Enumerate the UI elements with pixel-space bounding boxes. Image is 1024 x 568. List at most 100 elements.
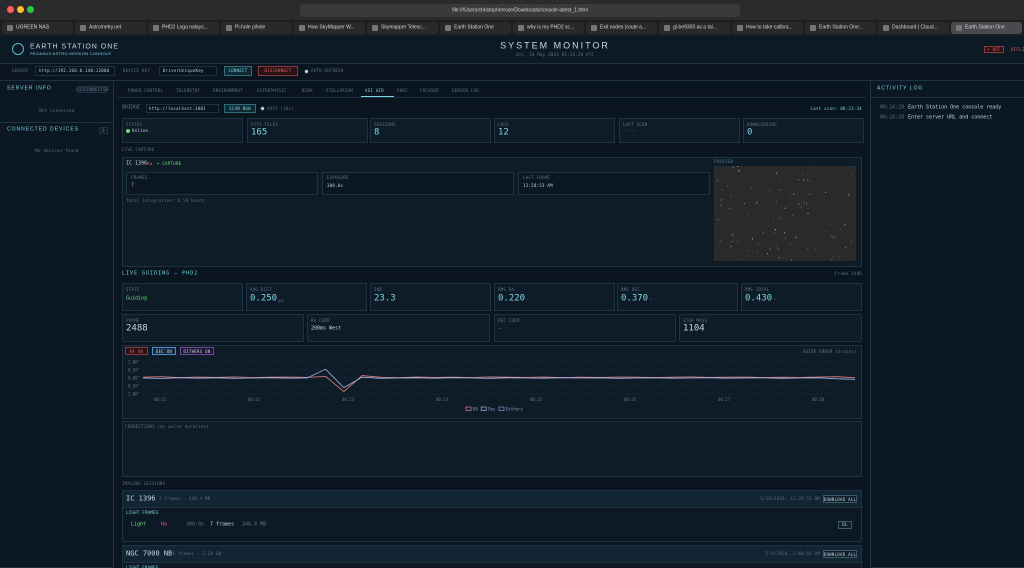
chart-toggle[interactable]	[125, 347, 148, 355]
bridge-input[interactable]	[146, 104, 219, 113]
toggle-label[interactable]: DEC ON	[155, 348, 173, 354]
star	[768, 189, 770, 191]
browser-tab[interactable]	[951, 22, 1022, 34]
disconnect-label[interactable]: DISCONNECT	[264, 68, 292, 73]
server-url[interactable]: http://192.168.0.140:12000	[39, 68, 110, 73]
tab-title[interactable]: Pi-hole pihole	[235, 24, 266, 31]
window-button[interactable]	[7, 6, 14, 13]
nav-tab[interactable]: TELEMETRY	[176, 88, 201, 93]
tab-favicon	[810, 25, 816, 31]
star	[772, 217, 775, 219]
star	[826, 178, 827, 180]
browser-tab[interactable]	[294, 22, 365, 34]
star	[719, 240, 721, 242]
log-message: Enter server URL and connect	[908, 114, 993, 121]
auto-radio[interactable]	[260, 106, 265, 111]
dl-label[interactable]: DL	[842, 522, 848, 527]
star	[839, 255, 841, 257]
star	[770, 191, 771, 193]
nav-tab[interactable]: POWER CONTROL	[128, 88, 164, 93]
star	[808, 180, 810, 182]
status-button[interactable]	[984, 46, 1004, 53]
star	[749, 210, 751, 212]
toggle-label[interactable]: RA ON	[129, 348, 144, 354]
activity-panel	[870, 81, 1024, 568]
star	[778, 257, 780, 259]
browser-tab[interactable]	[2, 22, 73, 34]
capture-label: FRAMES	[131, 175, 148, 180]
guide-value: 0.220	[498, 293, 526, 304]
toggle-label[interactable]: DITHERS ON	[183, 348, 211, 354]
nav-tab[interactable]: ENVIRONMENT	[213, 88, 243, 93]
tab-title[interactable]: UGREEN NAS	[16, 24, 50, 31]
chart-toggle[interactable]	[152, 347, 176, 355]
star	[813, 167, 815, 168]
nav-tab[interactable]: NINA	[302, 88, 313, 93]
x-tick-label: 00:21	[154, 397, 167, 402]
browser-tab[interactable]	[878, 22, 949, 34]
tab-title[interactable]: Dashboard | Claud...	[892, 24, 938, 31]
browser-tab[interactable]	[440, 22, 511, 34]
window-button[interactable]	[27, 6, 34, 13]
star	[729, 196, 731, 198]
chart-toggle[interactable]	[180, 347, 214, 355]
nav-tab[interactable]: ASI AIR	[365, 88, 384, 93]
download-label[interactable]: DOWNLOAD ALL	[823, 496, 857, 502]
x-tick-label: 00:23	[342, 397, 355, 402]
key-input[interactable]	[159, 66, 217, 76]
nav-tab[interactable]: STELLARIUM	[326, 88, 354, 93]
guide-value: 0.430	[745, 293, 773, 304]
connect-label[interactable]: CONNECT	[228, 68, 248, 73]
dl-button[interactable]	[838, 521, 852, 529]
device-key[interactable]: DriverUniqueKey	[163, 68, 204, 73]
bridge-url[interactable]: http://localhost:3001	[149, 105, 206, 111]
browser-tab[interactable]	[75, 22, 146, 34]
browser-tab[interactable]	[367, 22, 438, 34]
log-time: 00:24:28	[880, 114, 905, 121]
tab-title[interactable]: Earth Station One...	[819, 24, 863, 31]
scan-label[interactable]: SCAN NOW	[229, 105, 251, 111]
nav-tab[interactable]: SERVER LOG	[452, 88, 480, 93]
nav-tab[interactable]: FOCUSER	[420, 88, 439, 93]
tab-title[interactable]: How to take calibra...	[746, 24, 793, 31]
star	[716, 194, 718, 196]
nav-tab[interactable]: ASTROPHYSIC	[257, 88, 287, 93]
nav-tab[interactable]: PHD2	[397, 88, 408, 93]
download-button[interactable]	[823, 495, 857, 503]
tab-title[interactable]: why is my PHD2 sc...	[527, 24, 575, 31]
auto-refresh-radio[interactable]	[304, 69, 309, 74]
browser-tab[interactable]	[659, 22, 730, 34]
star	[817, 212, 819, 214]
tab-title[interactable]: Earth Station One	[454, 24, 494, 31]
tab-title[interactable]: Earth Station One	[965, 24, 1005, 31]
browser-tab[interactable]	[513, 22, 584, 34]
tab-favicon	[299, 25, 305, 31]
browser-tab[interactable]	[148, 22, 219, 34]
download-label[interactable]: DOWNLOAD ALL	[823, 551, 857, 557]
window-button[interactable]	[17, 6, 24, 13]
tab-title[interactable]: Astrometry.net	[89, 24, 122, 31]
browser-tab[interactable]	[221, 22, 292, 34]
tab-title[interactable]: gl-be9300 as a tai...	[673, 24, 717, 31]
address-bar[interactable]	[300, 4, 740, 17]
tab-title[interactable]: PHD2 Loga nalays...	[162, 24, 208, 31]
star	[831, 258, 833, 261]
server-input[interactable]	[35, 66, 115, 76]
browser-tab[interactable]	[805, 22, 876, 34]
star	[762, 225, 764, 227]
browser-tab[interactable]	[732, 22, 803, 34]
download-button[interactable]	[823, 550, 857, 558]
capture-label: LAST FRAME	[523, 175, 551, 180]
tab-title[interactable]: Exit nodes (route a...	[600, 24, 647, 31]
tab-title[interactable]: Skymapper Telesc...	[381, 24, 426, 31]
activity-divider	[870, 97, 1024, 98]
disconnect-button[interactable]	[258, 66, 298, 76]
connect-button[interactable]	[224, 66, 252, 76]
guide-card	[307, 314, 490, 342]
capture-value: 12:28:53 AM	[523, 183, 553, 188]
scan-button[interactable]	[224, 104, 256, 113]
star	[799, 203, 801, 205]
tab-title[interactable]: How SkyMapper W...	[308, 24, 355, 31]
status-button-label[interactable]: • OFF	[987, 46, 1001, 52]
browser-tab[interactable]	[586, 22, 657, 34]
